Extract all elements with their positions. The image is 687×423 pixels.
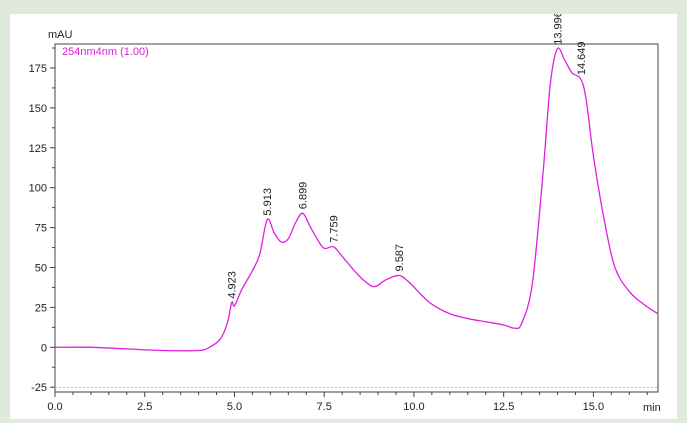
x-axis: 0.0 2.5 5.0 7.5 10.0 12.5 15.0 <box>47 392 647 413</box>
peak-label: 6.899 <box>298 182 310 210</box>
y-unit-label: mAU <box>48 29 73 41</box>
peak-label: 4.923 <box>227 271 239 299</box>
x-tick-label: 12.5 <box>493 401 514 413</box>
peak-label: 7.759 <box>328 215 340 243</box>
legend-entry: 254nm4nm (1.00) <box>62 46 149 58</box>
y-axis: -25 0 25 50 75 100 125 150 175 <box>29 48 55 394</box>
y-tick-label: 150 <box>29 103 47 115</box>
y-tick-label: 125 <box>29 143 47 155</box>
y-tick-label: 50 <box>35 262 47 274</box>
y-tick-label: 25 <box>35 302 47 314</box>
x-tick-label: 0.0 <box>47 401 62 413</box>
peak-label: 5.913 <box>262 188 274 216</box>
x-tick-label: 15.0 <box>583 401 604 413</box>
x-tick-label: 5.0 <box>227 401 242 413</box>
plot-area <box>55 44 658 392</box>
peak-label: 14.649 <box>576 41 588 75</box>
chromatogram-chart: -25 0 25 50 75 100 125 150 175 0.0 2.5 5.0 7.5 10.0 1… <box>10 14 677 419</box>
x-tick-label: 2.5 <box>137 401 152 413</box>
y-tick-label: 100 <box>29 183 47 195</box>
y-tick-label: 175 <box>29 63 47 75</box>
x-unit-label: min <box>643 402 661 414</box>
x-tick-label: 7.5 <box>317 401 332 413</box>
y-tick-label: -25 <box>31 382 47 394</box>
chart-card: -25 0 25 50 75 100 125 150 175 0.0 2.5 5.0 7.5 10.0 1… <box>10 14 677 419</box>
peak-label: 13.996 <box>552 14 564 45</box>
y-tick-label: 75 <box>35 223 47 235</box>
x-tick-label: 10.0 <box>403 401 424 413</box>
y-tick-label: 0 <box>41 342 47 354</box>
peak-label: 9.587 <box>394 244 406 272</box>
